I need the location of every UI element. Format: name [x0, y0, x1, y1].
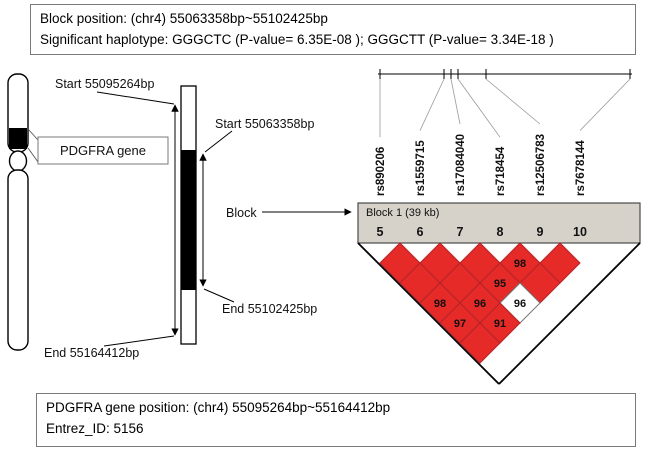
band-to-genebox-line-bottom: [27, 147, 39, 163]
ld-value: 98: [434, 298, 446, 310]
block-position-box: Block position: (chr4) 55063358bp~551024…: [30, 4, 636, 55]
snp-label: rs718454: [495, 146, 507, 196]
snp-ruler-lines: [379, 69, 631, 138]
block-pointer-label: Block: [226, 206, 257, 220]
chromosome-band: [9, 128, 27, 149]
gene-position-box: PDGFRA gene position: (chr4) 55095264bp~…: [36, 393, 636, 447]
entrez-id-text: Entrez_ID: 5156: [46, 421, 144, 436]
significant-haplotype-text: Significant haplotype: GGGCTC (P-value= …: [40, 32, 554, 47]
ld-triangle-right-edge: [498, 242, 641, 385]
block-start-connector-line: [204, 130, 233, 153]
gene-name-box: [37, 136, 169, 165]
gene-end-label: End 55164412bp: [44, 346, 139, 360]
snp-index: 10: [573, 225, 587, 239]
snp-indices: 5 6 7 8 9 10: [377, 225, 587, 239]
ruler-connector-line: [419, 78, 445, 131]
ld-value: 97: [454, 318, 466, 330]
snp-label: rs890206: [375, 147, 387, 196]
chromosome-ideogram: [7, 73, 29, 351]
snp-index: 7: [457, 225, 464, 239]
snp-labels: rs890206 rs1559715 rs17084040 rs718454 rs125…: [375, 134, 587, 196]
ld-value: 96: [474, 298, 486, 310]
gene-start-label: Start 55095264bp: [55, 77, 154, 91]
snp-label: rs12506783: [535, 134, 547, 196]
ld-cell: [459, 322, 501, 364]
block-position-text: Block position: (chr4) 55063358bp~551024…: [40, 11, 328, 26]
ruler-connector-line: [457, 78, 501, 138]
gene-end-connector-line: [103, 335, 175, 347]
chromosome-centromere: [8, 150, 28, 172]
gene-start-connector-line: [96, 91, 175, 105]
gene-position-text: PDGFRA gene position: (chr4) 55095264bp~…: [46, 400, 391, 415]
ruler-connector-line: [579, 78, 631, 131]
ld-header-bar: [357, 202, 641, 244]
ruler-connector-line: [485, 78, 541, 125]
gene-name-label: PDGFRA gene: [60, 143, 146, 158]
snp-index: 6: [417, 225, 424, 239]
ld-block-title: Block 1 (39 kb): [366, 207, 439, 219]
snp-label: rs1559715: [415, 140, 427, 196]
snp-index: 8: [497, 225, 504, 239]
ruler-connector-line: [450, 78, 461, 125]
ld-value: 96: [514, 298, 526, 310]
ld-triangle-left-edge: [357, 242, 500, 385]
band-to-genebox-line-top: [27, 128, 39, 141]
block-end-connector-line: [203, 288, 235, 303]
ld-value: 91: [494, 318, 506, 330]
ld-value: 98: [514, 258, 526, 270]
ld-value: 95: [494, 278, 506, 290]
snp-label: rs7678144: [575, 140, 587, 196]
snp-label: rs17084040: [455, 134, 467, 196]
block-end-label: End 55102425bp: [222, 302, 317, 316]
block-region: [181, 150, 196, 290]
ld-heatmap: 98 95 98 96 96 97 91: [379, 242, 581, 364]
chromosome-bottom-arm: [7, 169, 29, 351]
block-start-label: Start 55063358bp: [215, 117, 314, 131]
snp-index: 5: [377, 225, 384, 239]
snp-index: 9: [537, 225, 544, 239]
